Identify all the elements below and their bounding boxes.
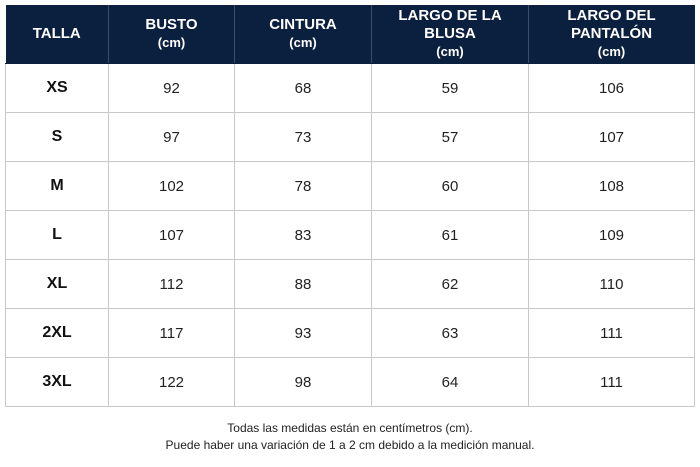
footnote-line-2: Puede haber una variación de 1 a 2 cm de… [165,438,535,452]
header-row: TALLA BUSTO (cm) CINTURA (cm) LARGO DE LA BLU… [5,5,695,64]
measurement-cell: 117 [108,308,235,358]
measurement-cell: 108 [528,161,695,211]
size-table: TALLA BUSTO (cm) CINTURA (cm) LARGO DE LA BLU… [5,5,695,407]
size-label-cell: M [5,161,109,211]
measurement-cell: 110 [528,259,695,309]
size-chart: TALLA BUSTO (cm) CINTURA (cm) LARGO DE LA BLU… [5,5,695,407]
table-row: M 102 78 60 108 [5,161,695,211]
measurement-cell: 112 [108,259,235,309]
measurement-cell: 92 [108,63,235,113]
measurement-cell: 78 [234,161,372,211]
measurement-cell: 62 [371,259,529,309]
column-header-unit: (cm) [289,35,317,50]
column-header-4: LARGO DEL PANTALÓN (cm) [528,5,695,64]
table-body: XS 92 68 59 106 S 97 73 57 107 M 102 78 60 108 L 107 83 61… [5,63,695,407]
table-row: S 97 73 57 107 [5,112,695,162]
size-label-cell: S [5,112,109,162]
column-header-3: LARGO DE LA BLUSA (cm) [371,5,529,64]
table-row: XL 112 88 62 110 [5,259,695,309]
table-row: XS 92 68 59 106 [5,63,695,113]
measurement-cell: 93 [234,308,372,358]
measurement-cell: 57 [371,112,529,162]
measurement-cell: 88 [234,259,372,309]
column-header-title: LARGO DE LA BLUSA [398,7,502,42]
measurement-cell: 83 [234,210,372,260]
column-header-title: LARGO DEL PANTALÓN [567,7,656,42]
measurement-cell: 107 [528,112,695,162]
column-header-title: CINTURA [269,16,337,33]
measurement-cell: 102 [108,161,235,211]
measurement-cell: 68 [234,63,372,113]
measurement-cell: 98 [234,357,372,407]
measurement-cell: 63 [371,308,529,358]
column-header-1: BUSTO (cm) [108,5,235,64]
measurement-cell: 122 [108,357,235,407]
column-header-unit: (cm) [597,44,626,59]
footnote-line-1: Todas las medidas están en centímetros (… [227,421,473,435]
footnote: Todas las medidas están en centímetros (… [0,420,700,454]
size-label-cell: 3XL [5,357,109,407]
measurement-cell: 61 [371,210,529,260]
column-header-2: CINTURA (cm) [234,5,372,64]
table-row: 3XL 122 98 64 111 [5,357,695,407]
table-row: 2XL 117 93 63 111 [5,308,695,358]
measurement-cell: 111 [528,357,695,407]
size-label-cell: XS [5,63,109,113]
column-header-title: BUSTO [145,16,198,33]
size-label-cell: XL [5,259,109,309]
column-header-unit: (cm) [157,35,186,50]
measurement-cell: 106 [528,63,695,113]
measurement-cell: 109 [528,210,695,260]
size-label-cell: L [5,210,109,260]
size-label-cell: 2XL [5,308,109,358]
table-header: TALLA BUSTO (cm) CINTURA (cm) LARGO DE LA BLU… [5,5,695,64]
measurement-cell: 60 [371,161,529,211]
column-header-title: TALLA [32,25,81,42]
measurement-cell: 111 [528,308,695,358]
column-header-unit: (cm) [436,44,464,59]
table-row: L 107 83 61 109 [5,210,695,260]
measurement-cell: 97 [108,112,235,162]
column-header-0: TALLA [5,5,109,64]
measurement-cell: 64 [371,357,529,407]
measurement-cell: 107 [108,210,235,260]
measurement-cell: 73 [234,112,372,162]
measurement-cell: 59 [371,63,529,113]
